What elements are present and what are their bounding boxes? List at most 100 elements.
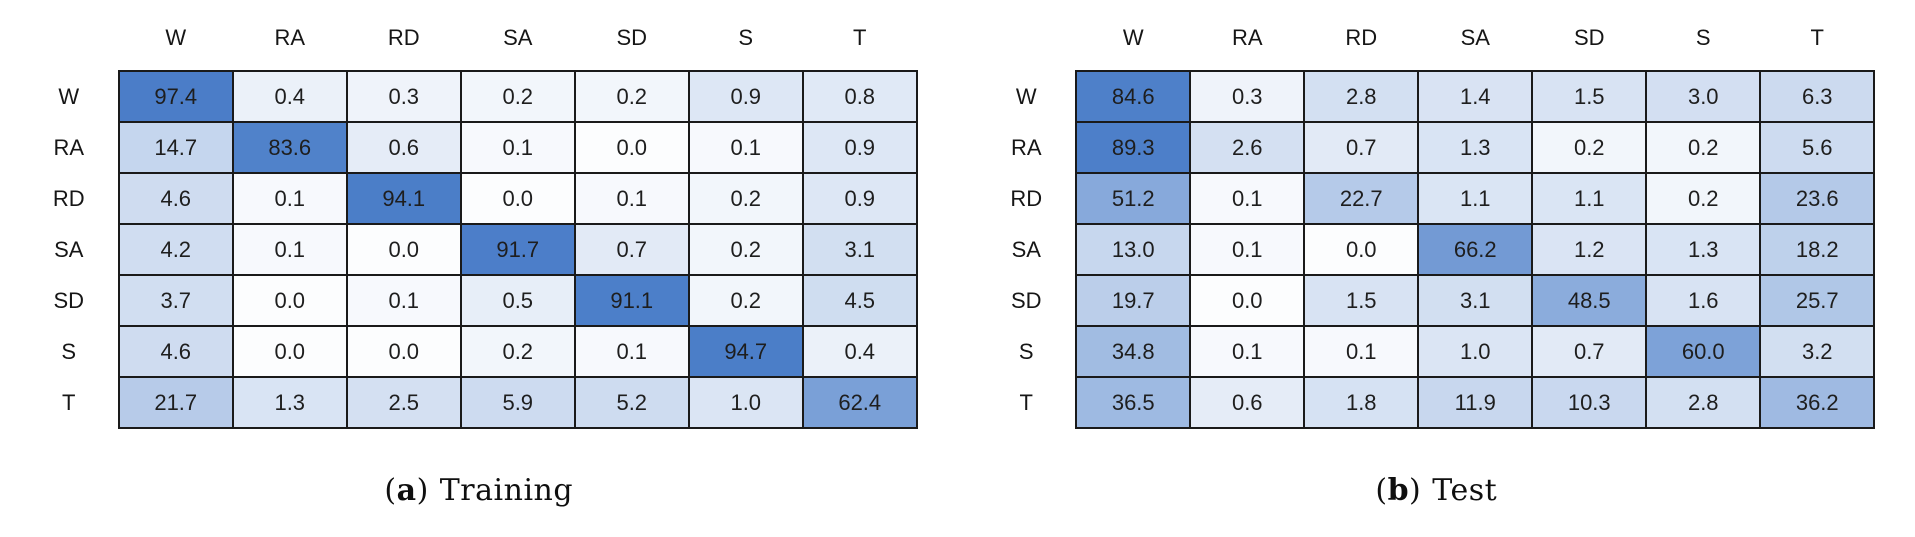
matrix-cell-rd-ra: 0.1 bbox=[231, 172, 348, 225]
matrix-cell-t-sd: 10.3 bbox=[1531, 376, 1648, 429]
matrix-cell-ra-rd: 0.6 bbox=[345, 121, 462, 174]
caption-close-paren: ) bbox=[1409, 473, 1422, 508]
row-header-rd: RD bbox=[39, 173, 119, 224]
matrix-cell-w-t: 6.3 bbox=[1759, 70, 1876, 123]
matrix-cell-sd-ra: 0.0 bbox=[231, 274, 348, 327]
matrix-row-ra: RA 89.3 2.6 0.7 1.3 0.2 0.2 5.6 bbox=[997, 121, 1876, 174]
row-header-s: S bbox=[39, 326, 119, 377]
matrix-row-rd: RD 51.2 0.1 22.7 1.1 1.1 0.2 23.6 bbox=[997, 172, 1876, 225]
matrix-cell-rd-ra: 0.1 bbox=[1189, 172, 1306, 225]
matrix-cell-rd-sa: 0.0 bbox=[459, 172, 576, 225]
matrix-cell-sd-rd: 0.1 bbox=[345, 274, 462, 327]
row-header-sa: SA bbox=[39, 224, 119, 275]
matrix-cell-sa-sd: 0.7 bbox=[573, 223, 690, 276]
matrix-cell-ra-w: 14.7 bbox=[117, 121, 234, 174]
matrix-cell-s-ra: 0.0 bbox=[231, 325, 348, 378]
matrix-cell-w-s: 3.0 bbox=[1645, 70, 1762, 123]
matrix-cell-rd-t: 0.9 bbox=[801, 172, 918, 225]
matrix-cell-ra-s: 0.2 bbox=[1645, 121, 1762, 174]
column-header-rd: RD bbox=[387, 25, 420, 50]
row-header-w: W bbox=[39, 71, 119, 122]
matrix-cell-sa-w: 4.2 bbox=[117, 223, 234, 276]
matrix-row-sd: SD 3.7 0.0 0.1 0.5 91.1 0.2 4.5 bbox=[39, 274, 918, 327]
column-header-t: T bbox=[1810, 25, 1824, 50]
matrix-cell-t-sd: 5.2 bbox=[573, 376, 690, 429]
matrix-row-sd: SD 19.7 0.0 1.5 3.1 48.5 1.6 25.7 bbox=[997, 274, 1876, 327]
column-header-sa: SA bbox=[1460, 25, 1490, 50]
matrix-cell-t-sa: 11.9 bbox=[1417, 376, 1534, 429]
caption-marker: a bbox=[396, 473, 417, 508]
matrix-cell-sd-w: 3.7 bbox=[117, 274, 234, 327]
matrix-cell-s-t: 3.2 bbox=[1759, 325, 1876, 378]
matrix-row-t: T 36.5 0.6 1.8 11.9 10.3 2.8 36.2 bbox=[997, 376, 1876, 429]
column-header-t: T bbox=[853, 25, 867, 50]
matrix-cell-s-sa: 0.2 bbox=[459, 325, 576, 378]
matrix-cell-w-t: 0.8 bbox=[801, 70, 918, 123]
matrix-row-ra: RA 14.7 83.6 0.6 0.1 0.0 0.1 0.9 bbox=[39, 121, 918, 174]
matrix-table: W RA RD SA SD S T W 97.4 0.4 0.3 0.2 0.2 0.9 0.8 RA 14.7… bbox=[39, 18, 918, 429]
matrix-cell-sd-w: 19.7 bbox=[1075, 274, 1192, 327]
matrix-cell-ra-sd: 0.2 bbox=[1531, 121, 1648, 174]
column-header-w: W bbox=[165, 25, 187, 50]
matrix-cell-s-w: 4.6 bbox=[117, 325, 234, 378]
matrix-cell-w-sd: 1.5 bbox=[1531, 70, 1648, 123]
matrix-cell-ra-w: 89.3 bbox=[1075, 121, 1192, 174]
matrix-cell-sd-t: 25.7 bbox=[1759, 274, 1876, 327]
matrix-cell-s-sd: 0.1 bbox=[573, 325, 690, 378]
matrix-cell-sa-t: 18.2 bbox=[1759, 223, 1876, 276]
matrix-cell-ra-ra: 2.6 bbox=[1189, 121, 1306, 174]
matrix-cell-rd-w: 51.2 bbox=[1075, 172, 1192, 225]
column-header-sd: SD bbox=[616, 25, 648, 50]
caption-close-paren: ) bbox=[416, 473, 429, 508]
matrix-cell-sd-sd: 91.1 bbox=[573, 274, 690, 327]
row-header-sa: SA bbox=[997, 224, 1077, 275]
matrix-cell-t-s: 1.0 bbox=[687, 376, 804, 429]
matrix-cell-w-w: 84.6 bbox=[1075, 70, 1192, 123]
matrix-cell-w-s: 0.9 bbox=[687, 70, 804, 123]
matrix-cell-sa-sd: 1.2 bbox=[1531, 223, 1648, 276]
matrix-corner-spacer bbox=[997, 18, 1076, 71]
matrix-cell-sd-s: 0.2 bbox=[687, 274, 804, 327]
matrix-cell-t-s: 2.8 bbox=[1645, 376, 1762, 429]
matrix-cell-s-ra: 0.1 bbox=[1189, 325, 1306, 378]
matrix-cell-sa-w: 13.0 bbox=[1075, 223, 1192, 276]
matrix-cell-s-s: 60.0 bbox=[1645, 325, 1762, 378]
row-header-sd: SD bbox=[997, 275, 1077, 326]
caption-open-paren: ( bbox=[1375, 473, 1388, 508]
matrix-cell-w-sa: 0.2 bbox=[459, 70, 576, 123]
row-header-t: T bbox=[39, 377, 119, 428]
matrix-cell-sd-rd: 1.5 bbox=[1303, 274, 1420, 327]
matrix-cell-s-t: 0.4 bbox=[801, 325, 918, 378]
matrix-cell-ra-sa: 1.3 bbox=[1417, 121, 1534, 174]
matrix-cell-sa-sa: 66.2 bbox=[1417, 223, 1534, 276]
matrix-cell-t-t: 36.2 bbox=[1759, 376, 1876, 429]
confusion-matrix-training: W RA RD SA SD S T W 97.4 0.4 0.3 0.2 0.2 0.9 0.8 RA 14.7… bbox=[39, 18, 918, 429]
column-header-w: W bbox=[1122, 25, 1144, 50]
matrix-table: W RA RD SA SD S T W 84.6 0.3 2.8 1.4 1.5 3.0 6.3 RA 89.3… bbox=[997, 18, 1876, 429]
matrix-row-rd: RD 4.6 0.1 94.1 0.0 0.1 0.2 0.9 bbox=[39, 172, 918, 225]
matrix-cell-s-w: 34.8 bbox=[1075, 325, 1192, 378]
matrix-header-row: W RA RD SA SD S T bbox=[40, 18, 917, 71]
matrix-cell-t-rd: 2.5 bbox=[345, 376, 462, 429]
column-header-ra: RA bbox=[1231, 25, 1263, 50]
matrix-row-s: S 34.8 0.1 0.1 1.0 0.7 60.0 3.2 bbox=[997, 325, 1876, 378]
row-header-rd: RD bbox=[997, 173, 1077, 224]
matrix-cell-ra-sd: 0.0 bbox=[573, 121, 690, 174]
matrix-cell-w-rd: 0.3 bbox=[345, 70, 462, 123]
matrix-cell-s-s: 94.7 bbox=[687, 325, 804, 378]
matrix-cell-t-ra: 0.6 bbox=[1189, 376, 1306, 429]
matrix-cell-t-rd: 1.8 bbox=[1303, 376, 1420, 429]
column-header-s: S bbox=[1695, 25, 1711, 50]
matrix-cell-rd-sa: 1.1 bbox=[1417, 172, 1534, 225]
caption-marker: b bbox=[1387, 473, 1410, 508]
column-header-s: S bbox=[738, 25, 754, 50]
matrix-cell-sd-sa: 0.5 bbox=[459, 274, 576, 327]
matrix-cell-w-sa: 1.4 bbox=[1417, 70, 1534, 123]
column-header-sd: SD bbox=[1573, 25, 1605, 50]
column-header-ra: RA bbox=[274, 25, 306, 50]
matrix-cell-sa-rd: 0.0 bbox=[1303, 223, 1420, 276]
matrix-cell-sd-sa: 3.1 bbox=[1417, 274, 1534, 327]
matrix-cell-t-w: 36.5 bbox=[1075, 376, 1192, 429]
row-header-sd: SD bbox=[39, 275, 119, 326]
matrix-cell-sa-s: 1.3 bbox=[1645, 223, 1762, 276]
